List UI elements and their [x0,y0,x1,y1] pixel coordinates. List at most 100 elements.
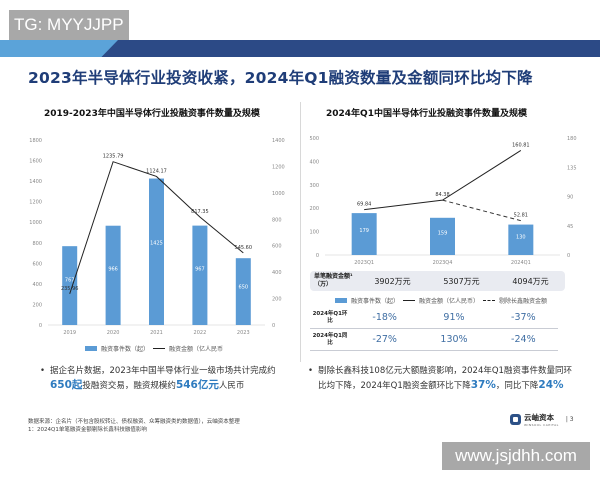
company-logo: 云岫资本 WINSOUL CAPITAL | 3 [510,412,574,427]
svg-text:200: 200 [309,206,319,212]
right-chart: 0 100 200 300 400 500 0 45 90 135 180 179 69.84 159… [309,136,577,266]
page-number: 3 [569,416,574,423]
legend-bar-label: 融资事件数（起） [101,346,150,353]
svg-text:179: 179 [359,228,369,234]
left-bullet: • 据企名片数据，2023年中国半导体行业一级市场共计完成约650起投融资交易，… [40,366,276,391]
svg-text:2021: 2021 [150,330,163,335]
right-chart-x-axis: 2023Q1 2023Q4 2024Q1 [354,260,531,266]
watermark-bottom-right: www.jsjdhh.com [442,442,590,470]
left-chart-legend: 融资事件数（起） 融资金额（亿人民币 [85,344,223,353]
svg-text:400: 400 [32,282,42,288]
svg-text:180: 180 [567,136,577,142]
svg-text:2022: 2022 [194,330,207,335]
legend-line-label: 融资金额（亿人民币 [169,346,224,353]
svg-text:0: 0 [316,253,319,259]
header-bar-accent [0,40,118,57]
svg-text:1400: 1400 [29,179,42,185]
svg-text:500: 500 [309,136,319,142]
svg-text:200: 200 [272,297,282,303]
avg-amount-2023q4: 5307万元 [443,276,480,286]
svg-text:1400: 1400 [272,138,285,144]
svg-text:817.35: 817.35 [191,209,209,215]
logo-name: 云岫资本 [524,413,554,422]
yoy-row: 2024年Q1同比 -27% 130% -24% [310,329,558,351]
right-chart-legend: 融资事件数（起） 融资金额（亿人民币） 剔除长鑫融资金额 [335,296,547,305]
svg-text:159: 159 [438,231,448,237]
left-chart-title: 2019-2023年中国半导体行业投融资事件数量及规模 [44,109,260,119]
svg-text:966: 966 [108,266,118,272]
yoy-count: -27% [372,334,397,345]
svg-text:2020: 2020 [107,330,120,335]
legend-bar-label: 融资事件数（起） [351,298,400,305]
svg-text:545.60: 545.60 [235,245,253,251]
svg-text:600: 600 [32,261,42,267]
svg-text:84.38: 84.38 [435,192,449,198]
right-chart-adjusted-line [442,199,521,222]
left-chart-bars [62,178,251,325]
svg-text:0: 0 [272,323,275,329]
svg-text:1000: 1000 [272,191,285,197]
svg-text:1600: 1600 [29,159,42,165]
watermark-top-left: TG: MYYJJPP [9,10,129,40]
svg-text:200: 200 [32,302,42,308]
legend-bar-swatch [335,298,347,303]
legend-line-label: 融资金额（亿人民币） [419,298,480,305]
right-y-axis: 0 200 400 600 800 1000 1200 1400 [272,138,285,329]
highlight-deal-count: 650起 [50,379,83,391]
yoy-amount: 130% [440,334,468,345]
svg-text:2023Q1: 2023Q1 [354,260,374,266]
left-y-axis: 0 200 400 600 800 1000 1200 1400 1600 1800 [29,138,42,329]
yoy-label: 2024年Q1同比 [312,332,348,346]
svg-text:90: 90 [567,195,573,201]
svg-text:235.96: 235.96 [61,286,79,292]
svg-text:1124.17: 1124.17 [146,168,167,174]
qoq-amount: 91% [443,312,465,323]
right-bullet: • 剔除长鑫科技108亿元大额融资影响，2024年Q1融资事件数量同环比均下降，… [308,366,572,391]
svg-text:967: 967 [195,266,205,272]
legend-dash-swatch [483,300,496,301]
svg-text:400: 400 [272,270,282,276]
svg-text:130: 130 [516,234,526,240]
legend-bar-swatch [85,346,97,351]
left-chart-amount-line [69,161,244,294]
growth-table: 2024年Q1环比 -18% 91% -37% 2024年Q1同比 -27% 1… [310,307,558,351]
legend-line-swatch [403,299,416,302]
svg-text:1000: 1000 [29,220,42,226]
svg-text:52.81: 52.81 [514,213,528,219]
svg-text:400: 400 [309,159,319,165]
bullet-text: 据企名片数据，2023年中国半导体行业一级市场共计完成约 [50,366,276,376]
svg-text:600: 600 [272,244,282,250]
right-chart-right-y-axis: 0 45 90 135 180 [567,136,577,259]
panel-divider [300,102,301,362]
bullet-text: 剔除长鑫科技108亿元大额融资影响，2024年Q1融资事件数量同环比均下降，20… [318,366,572,391]
bullet-text: 投融资交易，融资规模约 [82,381,176,391]
source-line: 数据来源：企名片（不包含股权转让、债权融资、众筹融资类的数据值），云岫资本整理 [28,419,240,425]
svg-text:0: 0 [39,323,42,329]
svg-text:300: 300 [309,183,319,189]
svg-text:1425: 1425 [150,240,163,246]
svg-text:800: 800 [272,217,282,223]
svg-text:2023: 2023 [237,330,250,335]
qoq-label: 2024年Q1环比 [312,310,348,324]
avg-deal-amount-row: 单笔融资金额¹（万） 3902万元 5307万元 4094万元 [310,271,565,291]
bullet-text: 人民币 [218,381,245,391]
svg-text:0: 0 [567,253,570,259]
svg-text:1800: 1800 [29,138,42,144]
svg-text:69.84: 69.84 [357,202,371,208]
source-note: 数据来源：企名片（不包含股权转让、债权融资、众筹融资类的数据值），云岫资本整理 … [28,418,240,434]
left-chart-x-axis: 2019 2020 2021 2022 2023 [63,330,249,335]
header-bar [0,40,600,57]
highlight-yoy: 24% [538,379,564,391]
qoq-row: 2024年Q1环比 -18% 91% -37% [310,307,558,329]
page-title: 2023年半导体行业投资收紧，2024年Q1融资数量及金额同环比均下降 [28,69,533,87]
legend-dash-label: 剔除长鑫融资金额 [499,298,548,305]
svg-text:650: 650 [239,284,249,290]
logo-subtitle: WINSOUL CAPITAL [524,423,559,427]
qoq-count: -18% [372,312,397,323]
svg-text:1200: 1200 [272,164,285,170]
bullet-text: ，同比下降 [495,381,539,391]
svg-text:135: 135 [567,165,577,171]
legend-line-swatch [153,347,166,350]
right-chart-title: 2024年Q1中国半导体行业投融资事件数量及规模 [326,109,527,119]
svg-text:160.81: 160.81 [512,142,530,148]
